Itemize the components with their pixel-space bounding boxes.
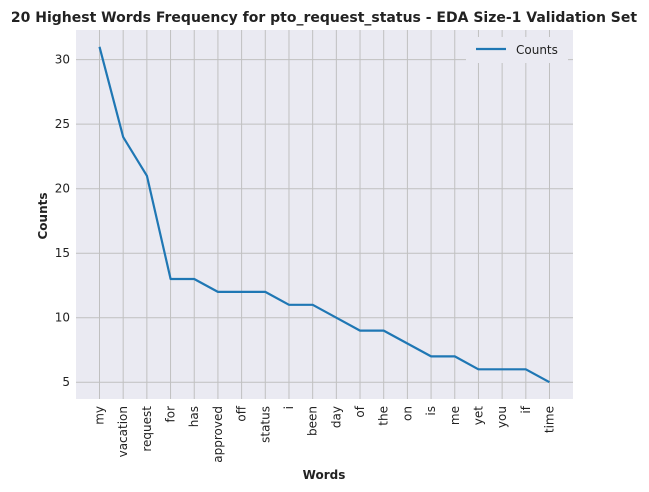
y-tick-label: 10 <box>55 311 70 325</box>
legend-entry-counts: Counts <box>516 43 558 57</box>
x-tick-label: day <box>329 406 343 428</box>
y-axis-ticks: 5 10 15 20 25 30 <box>55 53 70 390</box>
x-tick-label: yet <box>471 406 485 425</box>
y-tick-label: 20 <box>55 182 70 196</box>
x-tick-label: of <box>353 405 367 417</box>
x-tick-label: approved <box>211 406 225 463</box>
x-tick-label: i <box>282 406 296 409</box>
x-tick-label: is <box>424 406 438 416</box>
x-tick-label: vacation <box>116 406 130 457</box>
series-layer <box>98 46 551 384</box>
x-tick-label: for <box>164 406 178 423</box>
plot-area <box>76 30 573 399</box>
grid-lines <box>76 30 573 399</box>
x-tick-label: the <box>377 406 391 426</box>
y-tick-label: 5 <box>62 375 70 389</box>
legend: Counts <box>466 37 568 63</box>
series-line-counts <box>98 46 551 384</box>
x-tick-label: been <box>306 406 320 436</box>
y-axis-label: Counts <box>36 192 50 239</box>
x-tick-label: off <box>235 405 249 421</box>
x-tick-label: request <box>140 406 154 452</box>
x-axis-label: Words <box>303 468 346 482</box>
y-tick-label: 15 <box>55 246 70 260</box>
chart-title: 20 Highest Words Frequency for pto_reque… <box>11 10 637 26</box>
y-tick-label: 25 <box>55 117 70 131</box>
x-tick-label: you <box>495 406 509 428</box>
x-tick-label: on <box>400 406 414 421</box>
x-tick-label: time <box>543 406 557 433</box>
x-tick-label: status <box>258 406 272 443</box>
x-tick-label: has <box>187 406 201 427</box>
x-tick-label: if <box>519 405 533 413</box>
x-tick-label: my <box>93 406 107 425</box>
x-tick-label: me <box>448 406 462 425</box>
x-axis-ticks: my vacation request for has approved off status… <box>93 405 557 462</box>
y-tick-label: 30 <box>55 53 70 67</box>
